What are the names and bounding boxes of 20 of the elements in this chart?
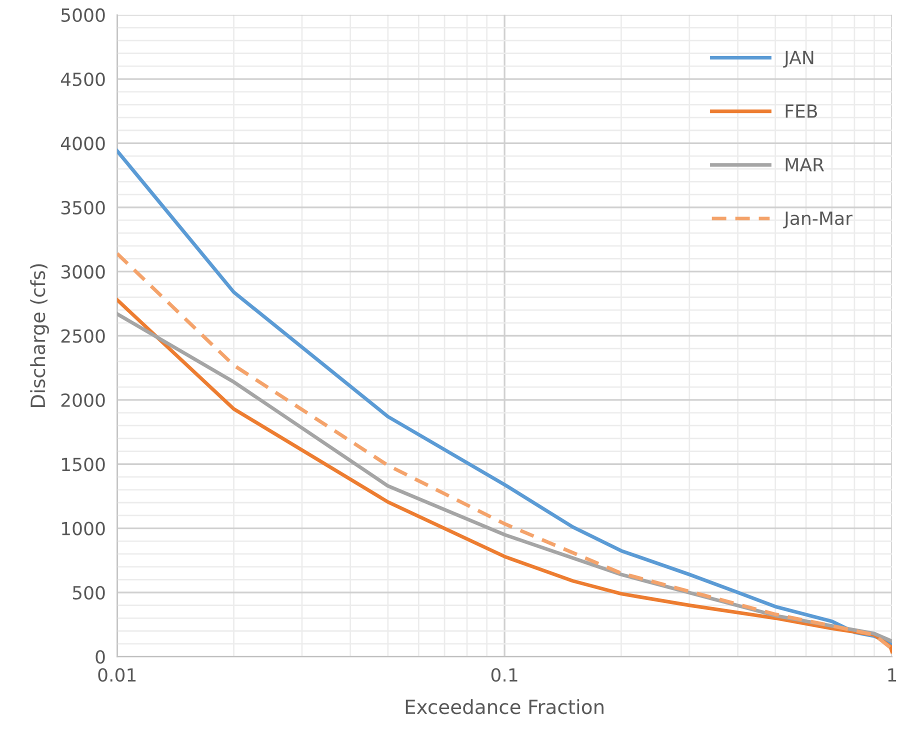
y-tick-label: 4500	[60, 72, 105, 86]
y-tick-label: 5000	[61, 8, 105, 22]
x-tick-label: 0.01	[98, 668, 136, 682]
y-tick-label: 3000	[61, 265, 105, 279]
y-tick-label: 3500	[61, 200, 105, 215]
x-axis-title: Exceedance Fraction	[406, 699, 604, 714]
y-tick-label: 0	[96, 650, 105, 664]
x-tick-label: 0.1	[491, 668, 518, 682]
y-tick-label: 4000	[60, 136, 105, 150]
y-tick-label: 500	[72, 586, 105, 600]
y-tick-label: 1000	[62, 522, 105, 536]
y-axis-title: Discharge (cfs)	[30, 264, 49, 408]
y-tick-label: 1500	[62, 458, 105, 472]
y-tick-label: 2500	[61, 329, 105, 343]
legend-label: JAN	[783, 50, 814, 68]
legend-label: FEB	[786, 104, 817, 118]
legend-label: MAR	[786, 158, 824, 172]
y-tick-label: 2000	[61, 393, 105, 408]
legend-label: Jan-Mar	[783, 212, 852, 228]
x-tick-label: 1	[888, 668, 896, 682]
